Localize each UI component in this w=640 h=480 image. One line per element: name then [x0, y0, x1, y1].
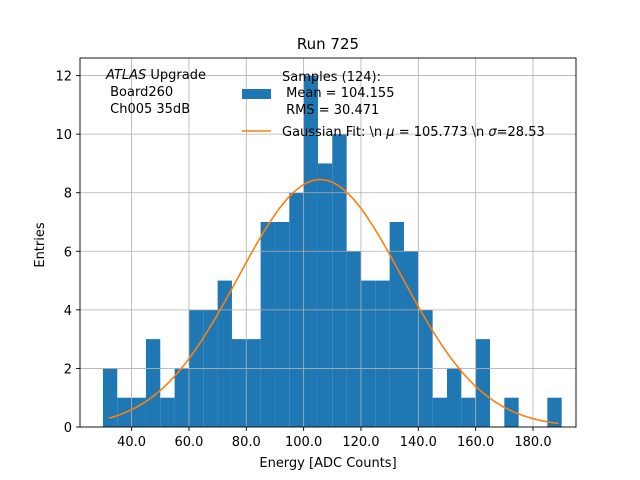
gaussian-fit-curve	[108, 178, 559, 425]
x-tick-label: 160.0	[457, 435, 494, 450]
histogram-bar	[145, 339, 161, 427]
histogram-bar	[475, 339, 490, 427]
plot-frame	[79, 57, 577, 428]
histogram-bar	[260, 222, 275, 427]
x-tick-label: 140.0	[400, 435, 437, 450]
x-tick-label: 40.0	[117, 435, 146, 450]
y-tick-label: 6	[64, 245, 72, 260]
atlas-label: ATLAS	[105, 68, 146, 83]
x-tick-label: 60.0	[174, 435, 203, 450]
grid-layer	[80, 58, 576, 428]
y-tick-label: 10	[55, 128, 72, 143]
histogram-bar	[547, 397, 562, 427]
histogram-bar	[375, 280, 390, 427]
histogram-bar	[246, 339, 261, 427]
board-label: Board260	[106, 85, 173, 100]
upgrade-label: Upgrade	[146, 68, 206, 83]
legend: Samples (124): Mean = 104.155 RMS = 30.4…	[242, 70, 545, 140]
histogram-bar	[346, 251, 361, 427]
x-tick-label: 180.0	[514, 435, 551, 450]
histogram-bar	[174, 368, 189, 427]
annotation-line-1: ATLAS Upgrade	[105, 68, 206, 83]
fit-label-part3: =28.53	[497, 125, 545, 140]
histogram-bar	[389, 222, 404, 427]
histogram-bar	[160, 397, 175, 427]
histogram-bar	[360, 280, 376, 427]
x-axis-label: Energy [ADC Counts]	[259, 456, 396, 471]
histogram-bar	[217, 280, 232, 427]
legend-samples-label: Samples (124):	[282, 70, 381, 85]
histogram-bar	[274, 222, 290, 427]
histogram-bar	[332, 134, 347, 427]
fit-sigma-symbol: σ	[488, 125, 497, 140]
y-axis-label: Entries	[33, 222, 48, 268]
histogram-bar	[504, 397, 519, 427]
y-tick-label: 2	[64, 362, 72, 377]
histogram-bar	[317, 163, 333, 427]
fit-label-part2: = 105.773 \n	[395, 125, 489, 140]
legend-histogram-swatch	[242, 89, 271, 99]
annotation-box: ATLAS Upgrade Board260 Ch005 35dB	[105, 68, 206, 117]
x-tick-label: 100.0	[285, 435, 322, 450]
y-tick-label: 4	[64, 304, 72, 319]
y-tick-label: 12	[55, 70, 72, 85]
fit-mu-symbol: μ	[385, 125, 394, 140]
histogram-bar	[403, 251, 419, 427]
axis-ticks: 40.0 60.0 80.0 100.0 120.0 140.0 160.0 180.0 0 2 4…	[55, 70, 551, 450]
legend-fit-label: Gaussian Fit: \n μ = 105.773 \n σ=28.53	[282, 125, 545, 140]
y-tick-label: 8	[64, 187, 72, 202]
histogram-bar	[446, 368, 462, 427]
x-tick-label: 120.0	[342, 435, 379, 450]
histogram-bar	[432, 397, 447, 427]
chart-title: Run 725	[297, 35, 359, 53]
channel-label: Ch005 35dB	[106, 102, 190, 117]
y-tick-label: 0	[64, 421, 72, 436]
histogram-bar	[102, 368, 118, 427]
legend-rms-label: RMS = 30.471	[282, 103, 379, 118]
histogram-bar	[461, 397, 476, 427]
x-tick-label: 80.0	[232, 435, 261, 450]
legend-mean-label: Mean = 104.155	[282, 86, 394, 101]
histogram-bar	[131, 397, 146, 427]
fit-label-part1: Gaussian Fit: \n	[282, 125, 386, 140]
histogram-bar	[231, 339, 247, 427]
